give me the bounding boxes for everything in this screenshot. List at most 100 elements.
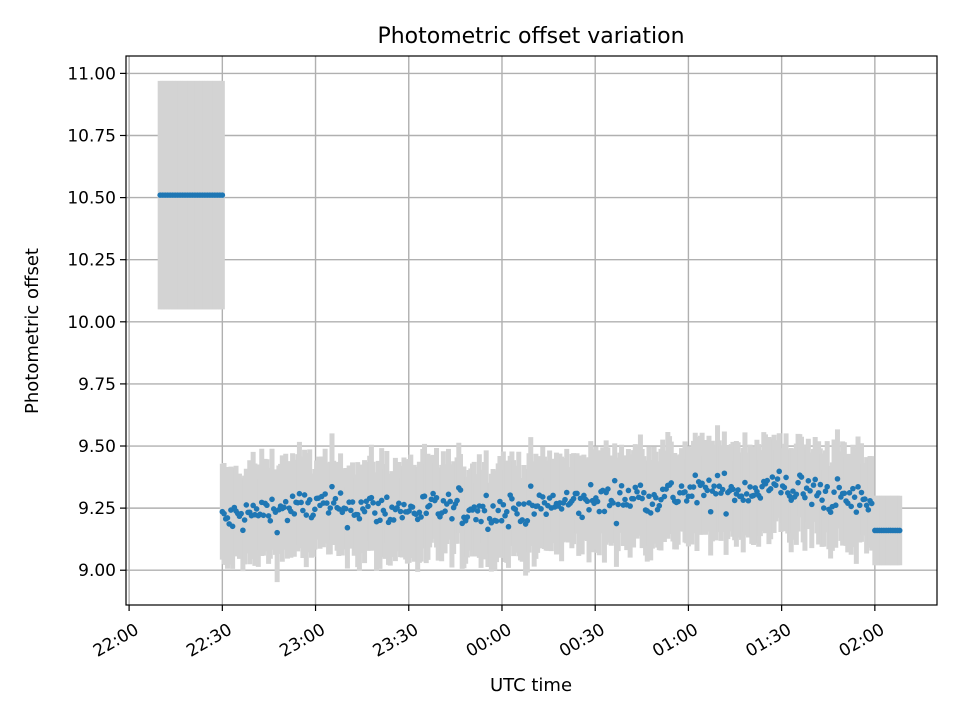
- data-point: [637, 482, 644, 489]
- data-point: [689, 493, 695, 500]
- data-point: [498, 517, 505, 524]
- data-point: [358, 499, 364, 505]
- data-point: [265, 513, 272, 519]
- data-point: [329, 483, 335, 490]
- data-point: [310, 512, 316, 518]
- data-point: [661, 493, 668, 500]
- data-point: [841, 490, 848, 497]
- data-point: [641, 489, 647, 496]
- data-point: [521, 501, 527, 507]
- data-point: [868, 500, 875, 507]
- data-point: [325, 510, 332, 516]
- data-point: [344, 524, 351, 531]
- data-point: [714, 472, 721, 479]
- y-tick-label: 10.00: [67, 313, 116, 333]
- data-point: [570, 495, 577, 502]
- data-point: [586, 506, 592, 513]
- y-tick-label: 10.75: [67, 126, 116, 146]
- data-point: [342, 505, 349, 512]
- data-point: [445, 491, 452, 498]
- data-point: [303, 512, 310, 518]
- data-point: [296, 490, 303, 497]
- data-point: [312, 506, 318, 513]
- data-point: [742, 479, 748, 486]
- data-point: [370, 499, 376, 506]
- data-point: [855, 484, 861, 490]
- data-point: [221, 510, 227, 517]
- data-point: [519, 517, 525, 523]
- data-point: [260, 512, 267, 519]
- data-point: [361, 508, 368, 515]
- data-point: [474, 508, 481, 514]
- data-point: [769, 474, 776, 480]
- data-point: [704, 487, 711, 494]
- data-point: [721, 470, 728, 477]
- data-point: [384, 494, 390, 501]
- data-point: [745, 497, 752, 504]
- y-tick-label: 10.25: [67, 251, 116, 271]
- data-point: [820, 505, 827, 511]
- data-point: [808, 501, 815, 508]
- data-point: [531, 511, 537, 517]
- data-point: [394, 504, 400, 511]
- data-point: [238, 510, 244, 517]
- chart-title: Photometric offset variation: [377, 24, 684, 49]
- data-point: [735, 487, 741, 493]
- data-point: [575, 510, 582, 517]
- data-point: [723, 511, 729, 517]
- data-point: [368, 494, 375, 501]
- y-axis-label: Photometric offset: [22, 248, 43, 414]
- data-point: [764, 477, 771, 484]
- data-point: [653, 494, 659, 501]
- data-point: [505, 523, 512, 530]
- data-point: [332, 495, 339, 502]
- data-point: [267, 518, 274, 524]
- data-point: [815, 490, 822, 496]
- data-point: [622, 496, 628, 503]
- data-point: [515, 501, 522, 507]
- data-point: [301, 492, 308, 498]
- data-point: [348, 507, 354, 514]
- data-point: [783, 474, 789, 481]
- data-point: [241, 517, 248, 523]
- data-point: [719, 486, 726, 493]
- data-point: [750, 492, 757, 499]
- data-point: [824, 483, 830, 490]
- data-point: [449, 516, 455, 522]
- data-point: [399, 514, 406, 521]
- data-point: [284, 517, 291, 524]
- data-point: [512, 506, 519, 513]
- data-point: [442, 508, 448, 514]
- data-point: [587, 481, 594, 488]
- y-tick-label: 9.25: [78, 499, 116, 519]
- data-point: [656, 502, 663, 509]
- data-point: [524, 517, 531, 524]
- data-point: [423, 510, 430, 517]
- data-point: [509, 495, 515, 502]
- data-point: [682, 489, 688, 495]
- data-point: [613, 520, 620, 527]
- data-point: [850, 485, 856, 492]
- data-point: [527, 483, 534, 489]
- data-point: [269, 496, 275, 503]
- data-point: [330, 500, 337, 506]
- data-point: [322, 491, 328, 497]
- data-point: [862, 496, 868, 502]
- data-point: [836, 484, 842, 491]
- data-point: [447, 498, 454, 505]
- data-point: [694, 499, 700, 506]
- data-point: [433, 494, 440, 501]
- data-point: [646, 493, 652, 500]
- data-point: [538, 506, 544, 512]
- data-point: [485, 526, 491, 533]
- data-point: [291, 511, 298, 517]
- data-point: [827, 509, 834, 515]
- data-point: [503, 508, 510, 515]
- data-point: [675, 498, 681, 505]
- data-point: [817, 481, 824, 488]
- data-point: [668, 480, 675, 486]
- data-point: [795, 479, 801, 486]
- data-point: [730, 486, 736, 493]
